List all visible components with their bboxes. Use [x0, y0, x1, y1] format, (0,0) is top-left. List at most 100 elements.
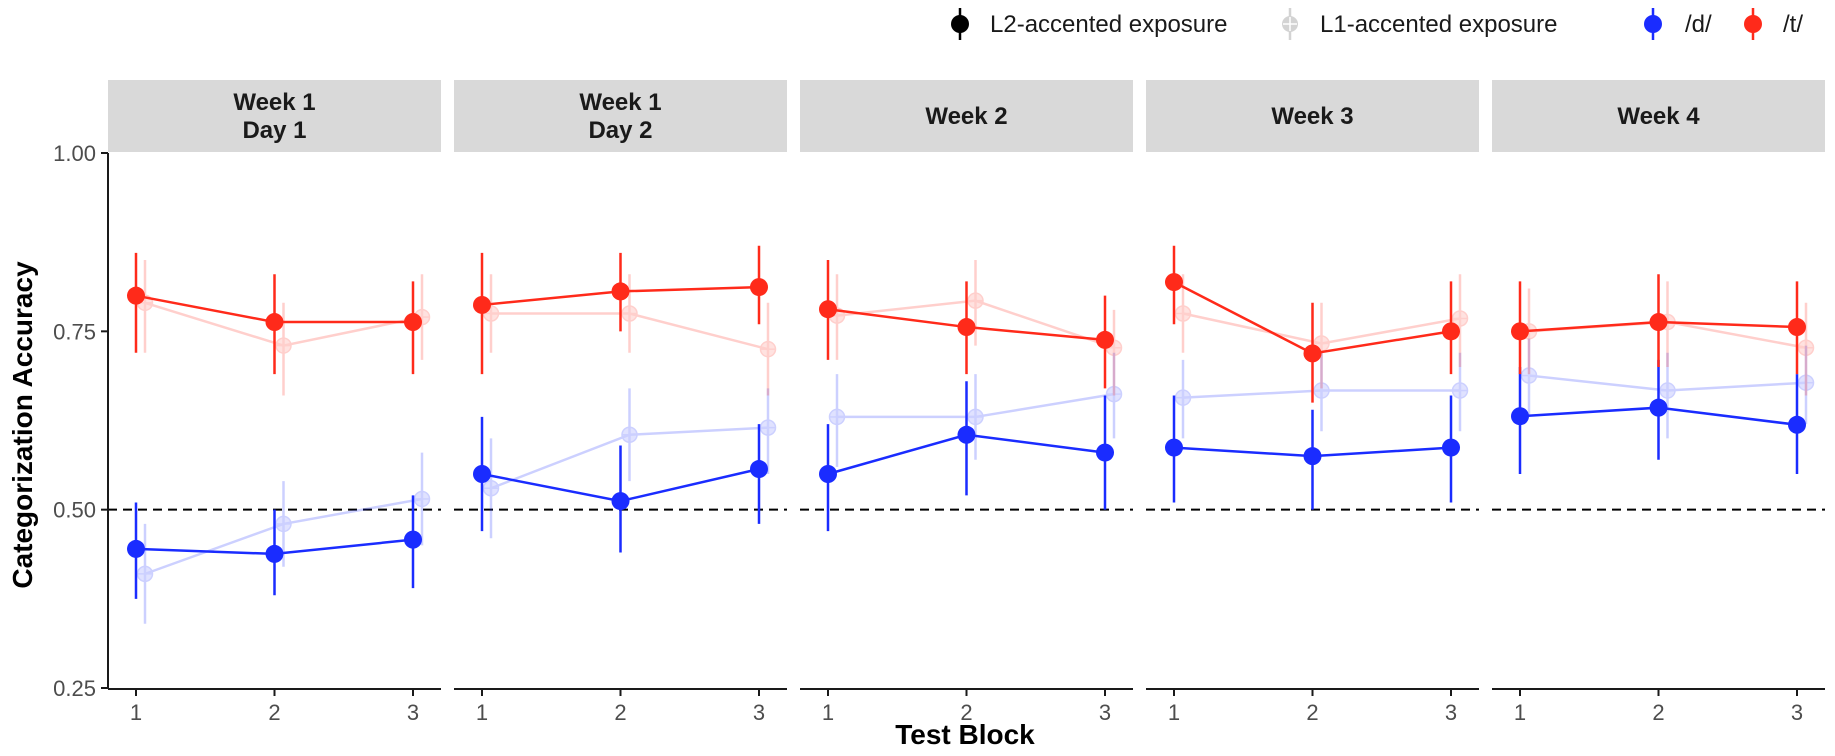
data-point — [1313, 382, 1330, 399]
x-tick-label: 3 — [1791, 700, 1803, 725]
data-point — [1165, 438, 1183, 457]
panel-strip — [1146, 80, 1479, 152]
series-L1-d — [828, 352, 1123, 467]
panel: Week 2 1 2 3 — [800, 80, 1133, 725]
series-L2-t — [1511, 274, 1806, 375]
data-point — [1511, 322, 1529, 341]
series-line — [491, 312, 769, 351]
data-point — [1649, 313, 1668, 332]
panel-strip — [800, 80, 1133, 152]
data-point — [265, 313, 284, 332]
series-line — [144, 301, 423, 347]
legend-label: L1-accented exposure — [1320, 11, 1558, 38]
x-tick-label: 1 — [822, 700, 834, 725]
x-tick-label: 1 — [1168, 700, 1180, 725]
data-point — [1451, 310, 1469, 327]
panel-strip — [108, 80, 441, 152]
data-point — [404, 313, 422, 332]
y-axis: 0.25 0.50 0.75 1.00 — [53, 141, 109, 701]
data-point — [967, 292, 984, 309]
y-axis-title: Categorization Accuracy — [7, 261, 38, 589]
series-L2-t — [127, 252, 422, 375]
data-point — [621, 305, 638, 322]
data-point — [1520, 367, 1538, 384]
series-L2-t — [819, 260, 1114, 389]
data-point — [1174, 389, 1192, 406]
y-tick-label: 0.25 — [53, 676, 96, 701]
panel: Week 4 1 2 3 — [1492, 80, 1825, 725]
data-point — [750, 278, 768, 297]
series-line — [836, 299, 1115, 349]
legend-key-point — [951, 15, 969, 33]
data-point — [404, 530, 422, 549]
x-axis-title: Test Block — [895, 719, 1035, 750]
data-point — [621, 426, 638, 444]
data-point — [828, 408, 846, 426]
data-point — [1511, 407, 1529, 426]
x-tick-label: 2 — [1652, 700, 1664, 725]
data-point — [1649, 398, 1668, 417]
series-L2-d — [1165, 395, 1460, 510]
series-line — [1182, 389, 1460, 399]
panel-title: Day 1 — [242, 117, 306, 144]
series-L2-d — [473, 416, 768, 553]
series-line — [1528, 374, 1807, 392]
data-point — [611, 282, 630, 301]
data-point — [275, 337, 292, 354]
data-point — [482, 480, 500, 497]
x-tick-label: 3 — [753, 700, 765, 725]
data-point — [1788, 415, 1806, 434]
panel-strip — [454, 80, 787, 152]
panel-strip — [1492, 80, 1825, 152]
series-L2-d — [1511, 359, 1806, 474]
x-tick-label: 1 — [130, 700, 142, 725]
x-tick-label: 2 — [614, 700, 626, 725]
legend-key-point — [1644, 15, 1662, 33]
legend-key-point — [1744, 15, 1762, 33]
data-point — [1797, 339, 1815, 356]
panel-title: Day 2 — [588, 117, 652, 144]
legend-key — [951, 8, 969, 40]
y-tick-label: 1.00 — [53, 141, 96, 166]
series-L1-t — [1174, 274, 1469, 389]
data-point — [1442, 438, 1460, 457]
data-point — [611, 492, 630, 511]
data-point — [1451, 382, 1469, 399]
data-point — [1442, 322, 1460, 341]
data-point — [1165, 273, 1183, 292]
data-point — [127, 286, 145, 305]
data-point — [265, 544, 284, 563]
data-point — [1788, 318, 1806, 337]
x-tick-label: 2 — [1306, 700, 1318, 725]
series-L2-d — [127, 495, 422, 599]
x-tick-label: 3 — [1099, 700, 1111, 725]
data-point — [819, 465, 837, 483]
data-point — [275, 515, 292, 533]
panel-title: Week 1 — [579, 89, 661, 116]
data-point — [1096, 330, 1114, 349]
data-point — [759, 340, 777, 358]
data-point — [473, 465, 491, 483]
data-point — [127, 539, 145, 558]
series-L1-t — [482, 274, 777, 396]
panel-title: Week 2 — [925, 103, 1007, 130]
x-tick-label: 1 — [1514, 700, 1526, 725]
panel: Week 3 1 2 3 — [1146, 80, 1479, 725]
x-tick-label: 2 — [960, 700, 972, 725]
x-tick-label: 3 — [407, 700, 419, 725]
legend-label: L2-accented exposure — [990, 11, 1228, 38]
series-line — [144, 497, 423, 576]
panel-title: Week 1 — [233, 89, 315, 116]
series-L2-d — [819, 381, 1114, 532]
data-point — [473, 295, 491, 314]
data-point — [1096, 443, 1114, 462]
legend-key-point — [1282, 16, 1298, 32]
data-point — [1105, 385, 1123, 403]
x-tick-label: 3 — [1445, 700, 1457, 725]
data-point — [1659, 382, 1676, 399]
data-point — [1797, 374, 1815, 391]
data-point — [1174, 305, 1192, 322]
